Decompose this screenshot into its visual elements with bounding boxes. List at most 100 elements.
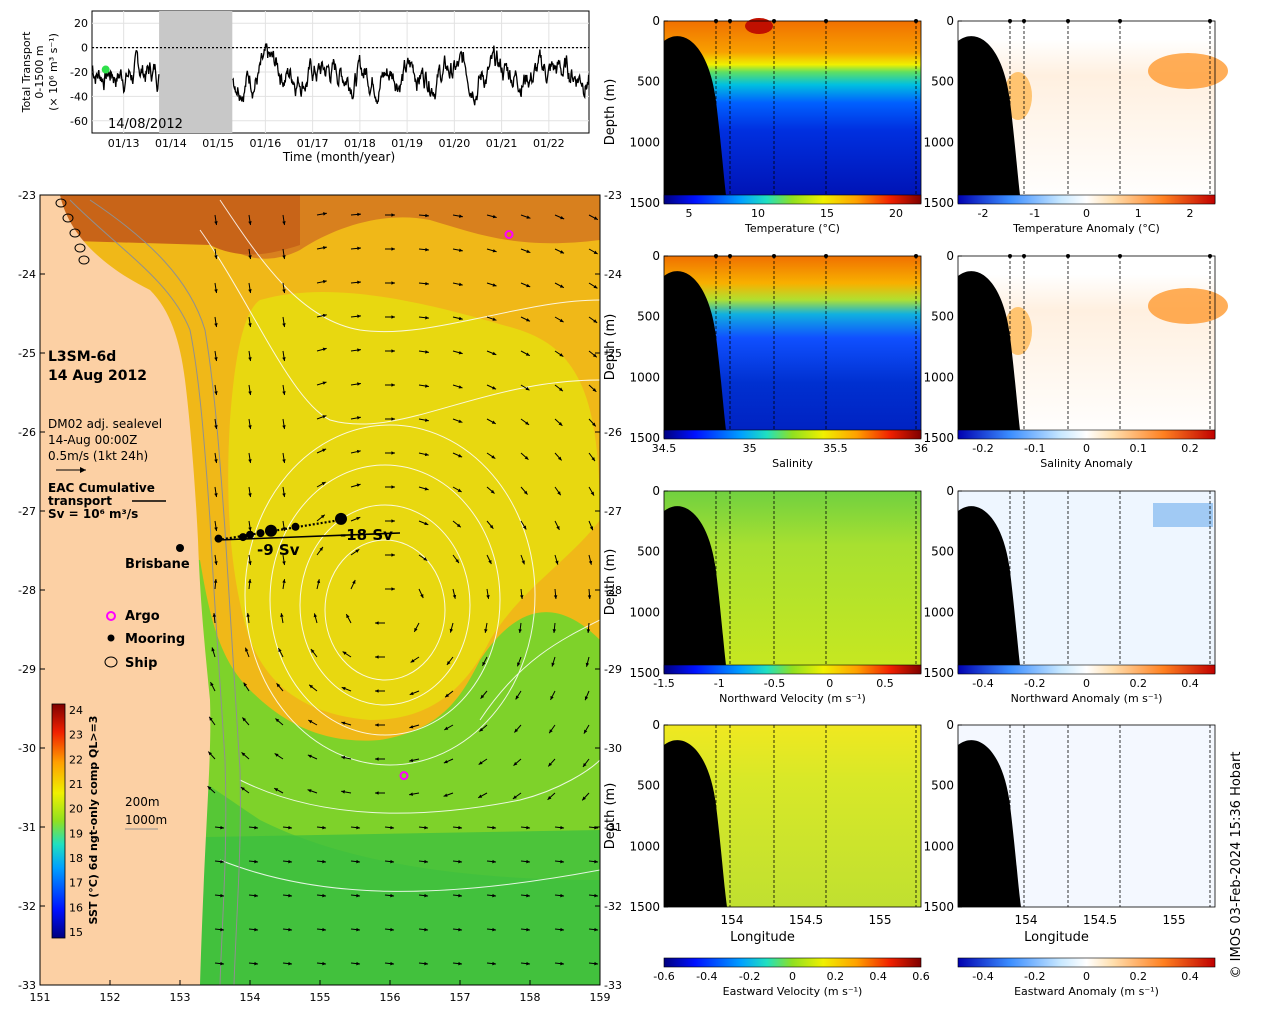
sst-colorbar — [51, 703, 66, 939]
current-vector-head — [425, 384, 429, 388]
land-australia — [40, 195, 211, 985]
current-vector-head — [357, 280, 361, 285]
current-vector-head — [492, 283, 497, 287]
map-lon-tick-label: 153 — [170, 991, 191, 1004]
section-colorbar — [663, 194, 922, 205]
current-vector-head — [480, 694, 485, 699]
map-lat-tick-label: -31 — [18, 821, 36, 834]
current-vector-head — [424, 893, 428, 898]
current-vector-head — [248, 323, 252, 327]
current-vector-head — [491, 455, 496, 459]
depth-tick-label: 0 — [652, 14, 660, 28]
current-vector-head — [282, 579, 286, 583]
current-vector-head — [248, 493, 252, 497]
current-vector-head — [513, 761, 518, 766]
timeseries-y-label-line-3: (× 10⁶ m³ s⁻¹) — [47, 33, 60, 111]
transport-legend-line-1: EAC Cumulative — [48, 481, 155, 495]
current-vector-head — [588, 560, 593, 565]
current-vector-head — [375, 757, 379, 761]
current-vector-head — [560, 961, 564, 966]
current-vector-head — [525, 386, 530, 391]
current-vector-head — [525, 421, 530, 425]
mooring-marker — [246, 530, 254, 539]
sst-colorbar-tick-label: 20 — [69, 803, 83, 816]
current-vector-head — [307, 789, 312, 793]
current-vector-head — [245, 647, 249, 652]
current-vector-head — [522, 525, 527, 530]
bathymetry-profile — [958, 506, 1021, 673]
current-vector-head — [523, 490, 528, 495]
section-warm-core — [745, 18, 773, 34]
current-vector-head — [242, 717, 247, 722]
depth-tick-label: 500 — [637, 545, 660, 559]
current-vector-head — [212, 613, 217, 617]
current-vector-head — [390, 961, 394, 966]
section-colorbar-label: Northward Anomaly (m s⁻¹) — [1011, 692, 1163, 705]
section-colorbar-tick-label: -0.6 — [653, 970, 674, 983]
section-colorbar-tick-label: 0 — [1083, 442, 1090, 455]
depth-tick-label: 0 — [946, 718, 954, 732]
depth-tick-label: 1500 — [629, 196, 660, 210]
section-colorbar — [957, 194, 1216, 205]
map-lon-tick-label: 151 — [30, 991, 51, 1004]
depth-tick-label: 0 — [652, 718, 660, 732]
map-lon-tick-label: 152 — [100, 991, 121, 1004]
sst-colorbar-tick-label: 17 — [69, 877, 83, 890]
section-colorbar-label: Temperature Anomaly (°C) — [1012, 222, 1160, 235]
current-vector-head — [209, 716, 213, 721]
current-vector-head — [456, 523, 461, 528]
vector-scale-arrowhead — [80, 467, 86, 473]
current-vector-head — [425, 213, 429, 218]
timeseries-date-label: 14/08/2012 — [108, 117, 183, 132]
depth-tick-label: 1500 — [923, 431, 954, 445]
current-vector-head — [254, 961, 258, 966]
current-vector-head — [391, 315, 395, 319]
current-vector-head — [549, 729, 553, 734]
timeseries-x-tick-label: 01/15 — [202, 137, 234, 150]
section-colorbar-tick-label: 1 — [1135, 207, 1142, 220]
timeseries-data-gap — [159, 11, 233, 133]
current-vector-head — [288, 825, 292, 830]
map-lat-tick-label: -24 — [604, 268, 622, 281]
map-lat-tick-label: -28 — [18, 584, 36, 597]
current-vector-head — [390, 927, 394, 932]
ssh-contour — [324, 539, 446, 681]
current-vector-head — [547, 796, 552, 800]
current-vector-head — [341, 790, 346, 794]
current-vector-head — [322, 927, 326, 932]
current-vector-head — [391, 383, 395, 387]
map-lat-tick-label: -29 — [18, 663, 36, 676]
mooring-marker — [256, 529, 265, 538]
timeseries-y-tick-label: -20 — [70, 66, 88, 79]
bathymetry-profile — [664, 36, 727, 203]
ship-marker — [78, 255, 90, 265]
timeseries-x-tick-label: 01/22 — [533, 137, 565, 150]
map-lon-tick-label: 156 — [380, 991, 401, 1004]
current-vector-head — [486, 595, 490, 599]
current-vector-head — [390, 859, 394, 864]
current-vector-head — [356, 859, 360, 864]
timeseries-x-tick-label: 01/13 — [108, 137, 140, 150]
current-vector-head — [282, 221, 286, 225]
current-vector-head — [391, 553, 395, 557]
current-vector-head — [560, 250, 565, 254]
section-panel-1-0: 0 500 1000 1500 Depth (m) 34.5 35 35.5 36 Salinit… — [603, 249, 928, 470]
section-anomaly-blob — [1153, 503, 1213, 527]
current-vector-head — [590, 491, 595, 496]
section-colorbar-tick-label: 0.4 — [869, 970, 887, 983]
current-vector-head — [489, 524, 494, 529]
map-lat-tick-label: -28 — [604, 584, 622, 597]
current-vector-head — [584, 696, 589, 701]
section-colorbar-tick-label: 0.5 — [876, 677, 894, 690]
section-colorbar — [957, 957, 1216, 968]
map-lon-ticks: 151 152 153 154 155 156 157 158 159 — [30, 980, 611, 1004]
current-vector-head — [220, 893, 224, 898]
current-vector-head — [391, 213, 395, 217]
transport-label-9: -9 Sv — [257, 541, 300, 559]
map-lat-tick-label: -32 — [604, 900, 622, 913]
sst-colorbar-tick-label: 15 — [69, 926, 83, 939]
section-panel-2-1: 0 500 1000 1500 -0.4 -0.2 0 0.2 0.4 Northward Ano… — [923, 484, 1216, 705]
longitude-axis-label: Longitude — [730, 930, 795, 945]
legend-ship-label: Ship — [125, 656, 157, 671]
